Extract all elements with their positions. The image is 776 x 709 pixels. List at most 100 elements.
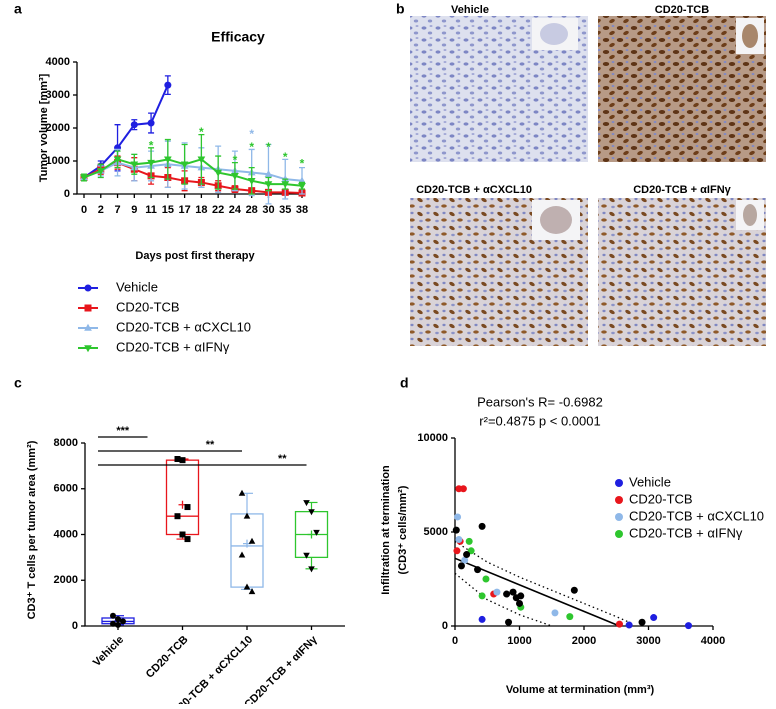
point [478,592,486,600]
point [566,613,574,621]
point [509,588,517,596]
point [493,588,501,596]
x-tick-label: Vehicle [91,634,126,669]
point [625,621,633,629]
marker [180,161,189,169]
marker [313,529,320,536]
y-tick-label: 8000 [54,437,78,449]
point [482,575,490,583]
subtitle: Pearson's R= -0.6982 [477,394,603,409]
y-axis-label: (CD3⁺ cells/mm²) [397,485,409,574]
x-tick-label: CD20-TCB + αIFNγ [242,633,320,704]
legend-label: CD20-TCB + αCXCL10 [116,319,251,334]
image-title: Vehicle [451,4,489,16]
legend-label: CD20-TCB + αCXCL10 [629,508,764,523]
x-tick-label: 38 [296,204,308,216]
marker [110,620,116,627]
marker [179,531,186,538]
marker [147,159,155,167]
x-tick-label: CD20-TCB [144,634,191,681]
panel-label: c [14,375,22,391]
legend-label: Vehicle [629,474,671,489]
point [474,566,482,574]
x-axis-label: Volume at termination (mm³) [506,684,655,696]
point [650,614,658,622]
panel-label: a [14,1,22,17]
legend-label: CD20-TCB + αIFNγ [629,525,743,540]
point [455,536,463,544]
y-tick-label: 6000 [54,483,78,495]
marker [120,618,126,625]
confidence-band [454,540,630,623]
point [452,526,460,534]
y-tick-label: 2000 [54,574,78,586]
point [453,547,461,555]
image-title: CD20-TCB + αCXCL10 [416,184,532,196]
point [516,599,523,607]
marker [281,174,290,182]
x-tick-label: 30 [262,204,274,216]
legend-marker [615,513,623,521]
point [463,551,471,559]
marker [303,552,310,559]
marker [130,121,138,129]
significance-star: * [249,140,254,154]
marker [264,181,273,189]
marker [164,81,172,89]
marker [298,182,306,190]
significance-label: ** [206,439,215,451]
x-axis-label: Days post first therapy [135,250,255,262]
marker [243,583,251,590]
marker [115,616,121,623]
significance-star: * [149,138,154,152]
point [638,618,646,626]
marker [147,119,155,127]
y-tick-label: 3000 [46,89,70,101]
series-line [83,84,169,179]
point [505,618,513,626]
image-title: CD20-TCB + αIFNγ [633,184,731,196]
y-axis-label: Infiltration at termination [380,465,392,595]
x-tick-label: 28 [246,204,258,216]
legend-label: CD20-TCB [116,299,180,314]
box [165,459,200,536]
marker [174,456,181,463]
marker [238,551,246,558]
series-line [83,161,303,182]
significance-label: *** [116,425,130,437]
marker [308,509,315,516]
x-tick-label: 22 [212,204,224,216]
y-axis-label: CD3⁺ T cells per tumor area (mm²) [26,440,38,619]
y-tick-label: 5000 [424,526,448,538]
significance-star: * [233,153,238,167]
marker [179,457,186,464]
marker [184,504,191,511]
point [459,485,467,493]
x-tick-label: 18 [195,204,207,216]
panel-label: b [396,1,405,17]
point [457,562,465,570]
legend-marker [615,479,623,487]
point [465,537,473,545]
marker [303,500,310,507]
marker [243,512,251,519]
marker [308,566,315,573]
marker [84,304,92,312]
inset-tissue [742,24,758,48]
x-tick-label: 11 [145,204,157,216]
y-tick-label: 0 [442,620,448,632]
point [478,615,486,623]
marker [238,489,246,496]
x-tick-label: 17 [178,204,190,216]
point [551,609,559,617]
legend-label: CD20-TCB [629,491,693,506]
box [230,513,264,588]
marker [248,537,256,544]
marker [115,621,121,628]
marker [84,284,92,292]
x-tick-label: 0 [452,635,458,647]
point [454,513,462,521]
inset-tissue [540,23,568,45]
legend-marker [615,496,623,504]
point [517,592,525,600]
